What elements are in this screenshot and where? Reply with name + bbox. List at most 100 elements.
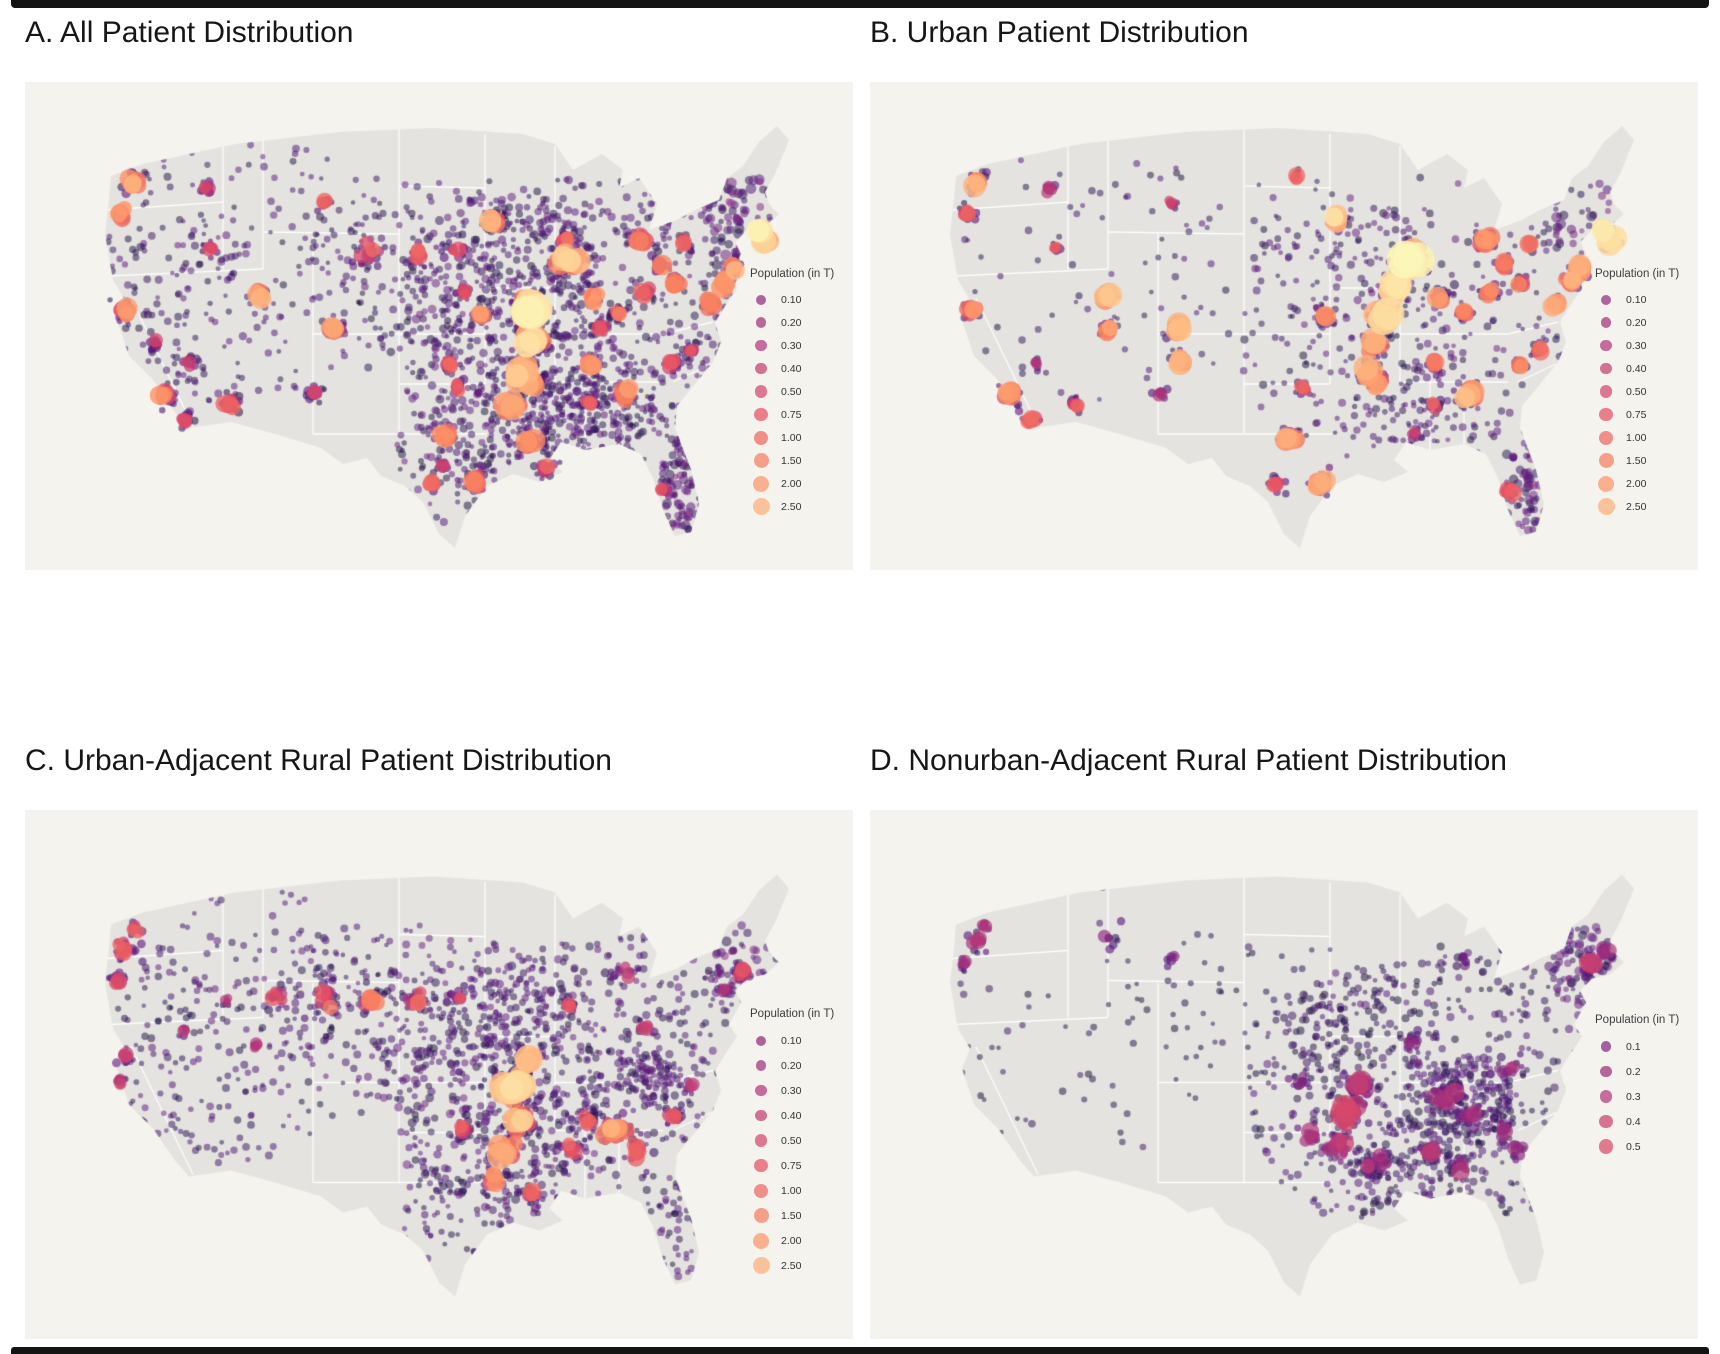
legend-row: 2.00 xyxy=(1570,472,1695,495)
legend-swatch-icon xyxy=(755,1109,767,1122)
legend-row: 1.00 xyxy=(725,1178,850,1203)
panel-title: A. All Patient Distribution xyxy=(25,16,354,49)
legend-swatch-col xyxy=(1594,1065,1618,1078)
legend-row: 0.40 xyxy=(1570,357,1695,380)
us-map-urban-patients: Population (in T) 0.10 0.20 0.30 0.40 0.50 0.… xyxy=(870,82,1698,570)
legend-label: 0.10 xyxy=(781,293,802,306)
legend-row: 0.40 xyxy=(725,357,850,380)
legend-row: 2.50 xyxy=(725,1253,850,1278)
legend-swatch-icon xyxy=(755,1060,767,1071)
panel-title: D. Nonurban-Adjacent Rural Patient Distr… xyxy=(870,744,1507,777)
legend-label: 1.00 xyxy=(781,1184,802,1197)
legend-label: 1.50 xyxy=(781,454,802,467)
legend-swatch-icon xyxy=(754,1134,768,1147)
legend-row: 0.1 xyxy=(1570,1034,1695,1059)
legend-swatch-col xyxy=(1594,453,1618,468)
us-map-canvas xyxy=(870,810,1698,1339)
legend-row: 0.50 xyxy=(725,380,850,403)
panel-all-patient-distribution: A. All Patient Distribution Population (… xyxy=(25,12,853,570)
map-legend: Population (in T) 0.10 0.20 0.30 0.40 0.50 0.… xyxy=(1570,268,1695,518)
legend-swatch-col xyxy=(749,1183,773,1198)
legend-row: 0.30 xyxy=(1570,334,1695,357)
panel-urban-adjacent-rural-distribution: C. Urban-Adjacent Rural Patient Distribu… xyxy=(25,740,853,1339)
legend-label: 2.50 xyxy=(1626,500,1647,513)
legend-row: 0.20 xyxy=(725,1053,850,1078)
us-map-canvas xyxy=(25,810,853,1339)
legend-rows: 0.10 0.20 0.30 0.40 0.50 0.75 1.00 1.50 2.00 2.50 xyxy=(1570,288,1695,518)
legend-row: 0.2 xyxy=(1570,1059,1695,1084)
legend-swatch-icon xyxy=(1598,475,1614,492)
panel-title: B. Urban Patient Distribution xyxy=(870,16,1249,49)
legend-label: 1.50 xyxy=(1626,454,1647,467)
legend-row: 0.30 xyxy=(725,334,850,357)
legend-row: 1.50 xyxy=(1570,449,1695,472)
legend-swatch-icon xyxy=(1599,430,1613,445)
legend-label: 1.00 xyxy=(1626,431,1647,444)
legend-swatch-col xyxy=(1594,339,1618,352)
legend-swatch-col xyxy=(749,407,773,422)
legend-swatch-col xyxy=(1594,294,1618,305)
legend-row: 0.50 xyxy=(725,1128,850,1153)
legend-swatch-col xyxy=(1594,317,1618,328)
legend-swatch-col xyxy=(749,362,773,375)
legend-swatch-icon xyxy=(1597,498,1615,515)
legend-label: 2.00 xyxy=(781,477,802,490)
legend-row: 0.20 xyxy=(725,311,850,334)
legend-row: 2.50 xyxy=(1570,495,1695,518)
legend-swatch-icon xyxy=(1600,339,1612,352)
legend-label: 0.4 xyxy=(1626,1115,1641,1128)
legend-row: 1.00 xyxy=(1570,426,1695,449)
legend-swatch-col xyxy=(749,1232,773,1249)
legend-swatch-icon xyxy=(754,407,768,422)
legend-label: 0.20 xyxy=(1626,316,1647,329)
legend-swatch-col xyxy=(749,1158,773,1173)
legend-row: 0.30 xyxy=(725,1078,850,1103)
legend-swatch-col xyxy=(1594,1090,1618,1103)
legend-swatch-icon xyxy=(755,317,767,328)
panel-nonurban-adjacent-rural-distribution: D. Nonurban-Adjacent Rural Patient Distr… xyxy=(870,740,1698,1339)
legend-row: 1.00 xyxy=(725,426,850,449)
legend-row: 1.50 xyxy=(725,1203,850,1228)
legend-label: 0.50 xyxy=(781,385,802,398)
legend-row: 0.50 xyxy=(1570,380,1695,403)
legend-label: 0.75 xyxy=(781,1159,802,1172)
legend-swatch-col xyxy=(749,430,773,445)
legend-label: 0.5 xyxy=(1626,1140,1641,1153)
legend-label: 2.50 xyxy=(781,500,802,513)
legend-title: Population (in T) xyxy=(750,1008,835,1020)
legend-swatch-icon xyxy=(1599,1090,1613,1103)
legend-swatch-icon xyxy=(1598,1139,1614,1154)
legend-label: 0.20 xyxy=(781,1059,802,1072)
legend-row: 2.00 xyxy=(725,1228,850,1253)
legend-swatch-col xyxy=(1594,475,1618,492)
legend-swatch-icon xyxy=(753,1232,769,1249)
legend-label: 0.50 xyxy=(1626,385,1647,398)
legend-swatch-col xyxy=(749,453,773,468)
panel-title: C. Urban-Adjacent Rural Patient Distribu… xyxy=(25,744,612,777)
legend-swatch-col xyxy=(1594,385,1618,398)
legend-swatch-icon xyxy=(753,453,769,468)
legend-title: Population (in T) xyxy=(1595,268,1680,280)
legend-rows: 0.10 0.20 0.30 0.40 0.50 0.75 1.00 1.50 2.00 2.50 xyxy=(725,288,850,518)
legend-swatch-icon xyxy=(1600,1041,1612,1052)
legend-swatch-col xyxy=(749,1035,773,1046)
legend-swatch-icon xyxy=(754,1158,768,1173)
legend-swatch-icon xyxy=(1601,294,1611,305)
legend-swatch-col xyxy=(1594,430,1618,445)
us-map-nonurban-adjacent-rural: Population (in T) 0.1 0.2 0.3 0.4 0.5 xyxy=(870,810,1698,1339)
legend-swatch-col xyxy=(749,1109,773,1122)
legend-swatch-col xyxy=(1594,1041,1618,1052)
legend-label: 0.20 xyxy=(781,316,802,329)
legend-label: 1.00 xyxy=(781,431,802,444)
legend-swatch-icon xyxy=(1599,385,1613,398)
legend-label: 0.30 xyxy=(1626,339,1647,352)
legend-row: 0.3 xyxy=(1570,1084,1695,1109)
legend-label: 0.3 xyxy=(1626,1090,1641,1103)
legend-swatch-col xyxy=(749,475,773,492)
legend-swatch-col xyxy=(749,317,773,328)
legend-rows: 0.1 0.2 0.3 0.4 0.5 xyxy=(1570,1034,1695,1159)
legend-swatch-icon xyxy=(753,475,769,492)
legend-row: 2.50 xyxy=(725,495,850,518)
legend-swatch-icon xyxy=(754,430,768,445)
